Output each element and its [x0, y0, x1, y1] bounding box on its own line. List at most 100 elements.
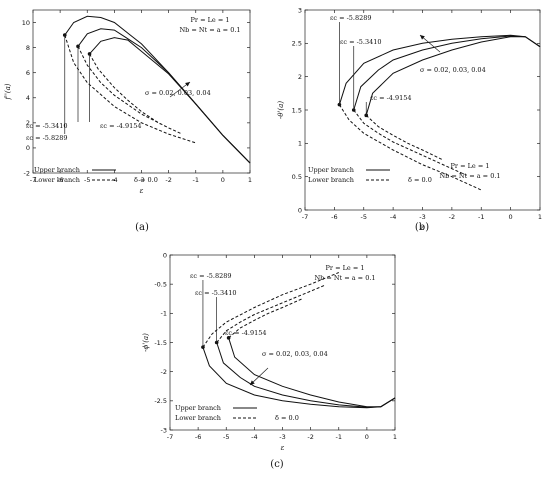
x-tick-label: -7 [167, 433, 173, 441]
legend-delta-label: δ = 0.0 [408, 176, 432, 184]
x-tick-label: -3 [279, 433, 285, 441]
legend-lower-label: Lower branch [175, 414, 221, 422]
legend-lower-label: Lower branch [308, 176, 354, 184]
lower-branch-line [338, 104, 482, 191]
y-axis-label: -θ'(a) [277, 101, 285, 119]
x-tick-label: -4 [251, 433, 257, 441]
y-tick-label: 2 [26, 119, 30, 127]
lower-branch-line [202, 272, 339, 348]
sigma-arrow-head [185, 82, 190, 87]
x-tick-label: 1 [393, 433, 397, 441]
sigma-arrow-head [420, 35, 425, 40]
sigma-annotation: σ = 0.02, 0.03, 0.04 [420, 66, 486, 74]
critical-point-marker [201, 345, 205, 349]
critical-value-label: εc = -5.8289 [190, 272, 232, 280]
y-tick-label: 4 [26, 94, 30, 102]
upper-branch-line [365, 36, 541, 116]
x-tick-label: -6 [57, 176, 63, 184]
y-tick-label: 1.5 [292, 106, 302, 114]
y-tick-label: 0.5 [292, 173, 302, 181]
x-tick-label: -2 [307, 433, 313, 441]
lower-branch-line [353, 109, 467, 176]
panel-c: -7 -6 -5 -4 -3 -2 -1 0 1 -3 -2.5 -2 -1.5 -1 -0.5 0 ε -ϕ'(… [142, 251, 397, 470]
y-tick-label: -2 [24, 169, 30, 177]
y-tick-label: -2.5 [154, 397, 167, 405]
x-tick-label: 0 [509, 213, 513, 221]
params-line-2: Nb = Nt = a = 0.1 [179, 26, 240, 34]
legend-delta-label: δ = 0.0 [275, 414, 299, 422]
y-axis-label: f''(a) [4, 83, 12, 100]
y-tick-label: 2 [298, 73, 302, 81]
params-line-1: Pr = Le = 1 [191, 16, 230, 24]
lower-branch-line [64, 34, 196, 144]
y-axis-label: -ϕ'(a) [142, 333, 150, 352]
x-tick-label: -6 [195, 433, 201, 441]
critical-value-label: εc = -4.9154 [370, 94, 412, 102]
lower-branch-line [89, 53, 161, 125]
x-tick-label: 1 [538, 213, 542, 221]
x-tick-label: -3 [138, 176, 144, 184]
params-line-2: Nb = Nt = a = 0.1 [439, 172, 500, 180]
critical-value-label: εc = -5.8289 [26, 134, 68, 142]
legend-upper-label: Upper branch [34, 166, 80, 174]
y-tick-label: 0 [298, 206, 302, 214]
sigma-arrow-head [250, 380, 255, 385]
params-line-1: Pr = Le = 1 [326, 264, 365, 272]
upper-branch-line [228, 337, 396, 408]
lower-branch-line [216, 284, 325, 343]
critical-value-label: εc = -5.3410 [340, 38, 382, 46]
x-tick-label: -3 [419, 213, 425, 221]
y-tick-label: 0 [26, 144, 30, 152]
x-tick-label: 1 [248, 176, 252, 184]
x-tick-label: -7 [30, 176, 36, 184]
critical-value-label: εc = -5.8289 [330, 14, 372, 22]
y-tick-label: 10 [22, 19, 30, 27]
x-tick-label: -2 [165, 176, 171, 184]
critical-value-label: εc = -4.9154 [100, 122, 142, 130]
y-tick-label: -2 [161, 368, 167, 376]
params-line-1: Pr = Le = 1 [451, 162, 490, 170]
y-tick-label: -1.5 [154, 339, 167, 347]
critical-value-label: εc = -4.9154 [225, 329, 267, 337]
x-tick-label: -1 [193, 176, 199, 184]
y-tick-label: 0 [163, 251, 167, 259]
lower-branch-line [365, 114, 444, 161]
y-tick-label: 8 [26, 44, 30, 52]
y-tick-label: -3 [161, 426, 167, 434]
legend-delta-label: δ = 0.0 [134, 176, 158, 184]
x-tick-label: -5 [84, 176, 90, 184]
panel-caption: (c) [270, 459, 284, 470]
x-tick-label: -7 [302, 213, 308, 221]
sigma-annotation: σ = 0.02, 0.03, 0.04 [262, 350, 328, 358]
panel-b: -7 -6 -5 -4 -3 -2 -1 0 1 0 0.5 1 1.5 2 2.5 3 ε -θ'(a) εc =… [277, 6, 542, 233]
x-tick-label: -4 [390, 213, 396, 221]
legend-lower-label: Lower branch [34, 176, 80, 184]
y-tick-label: -0.5 [154, 280, 167, 288]
params-line-2: Nb = Nt = a = 0.1 [314, 274, 375, 282]
x-tick-label: -5 [223, 433, 229, 441]
x-tick-label: -5 [361, 213, 367, 221]
legend-upper-label: Upper branch [308, 166, 354, 174]
sigma-annotation: σ = 0.02, 0.03, 0.04 [145, 89, 211, 97]
critical-point-marker [226, 336, 231, 340]
lower-branch-line [77, 46, 183, 135]
x-tick-label: -1 [478, 213, 484, 221]
critical-value-label: εc = -5.3410 [195, 289, 237, 297]
y-tick-label: 2.5 [292, 40, 302, 48]
x-axis-label: ε [140, 187, 144, 195]
upper-branch-line [89, 37, 251, 164]
x-tick-label: -2 [449, 213, 455, 221]
x-tick-label: -1 [336, 433, 342, 441]
critical-value-label: εc = -5.3410 [26, 122, 68, 130]
lower-branch-line [228, 298, 303, 339]
panel-caption: (b) [415, 222, 429, 233]
panel-caption: (a) [135, 222, 149, 233]
legend-upper-label: Upper branch [175, 404, 221, 412]
y-tick-label: 3 [298, 6, 302, 14]
y-tick-label: 6 [26, 69, 30, 77]
x-tick-label: -6 [331, 213, 337, 221]
x-tick-label: 0 [365, 433, 369, 441]
y-tick-label: -1 [161, 310, 167, 318]
